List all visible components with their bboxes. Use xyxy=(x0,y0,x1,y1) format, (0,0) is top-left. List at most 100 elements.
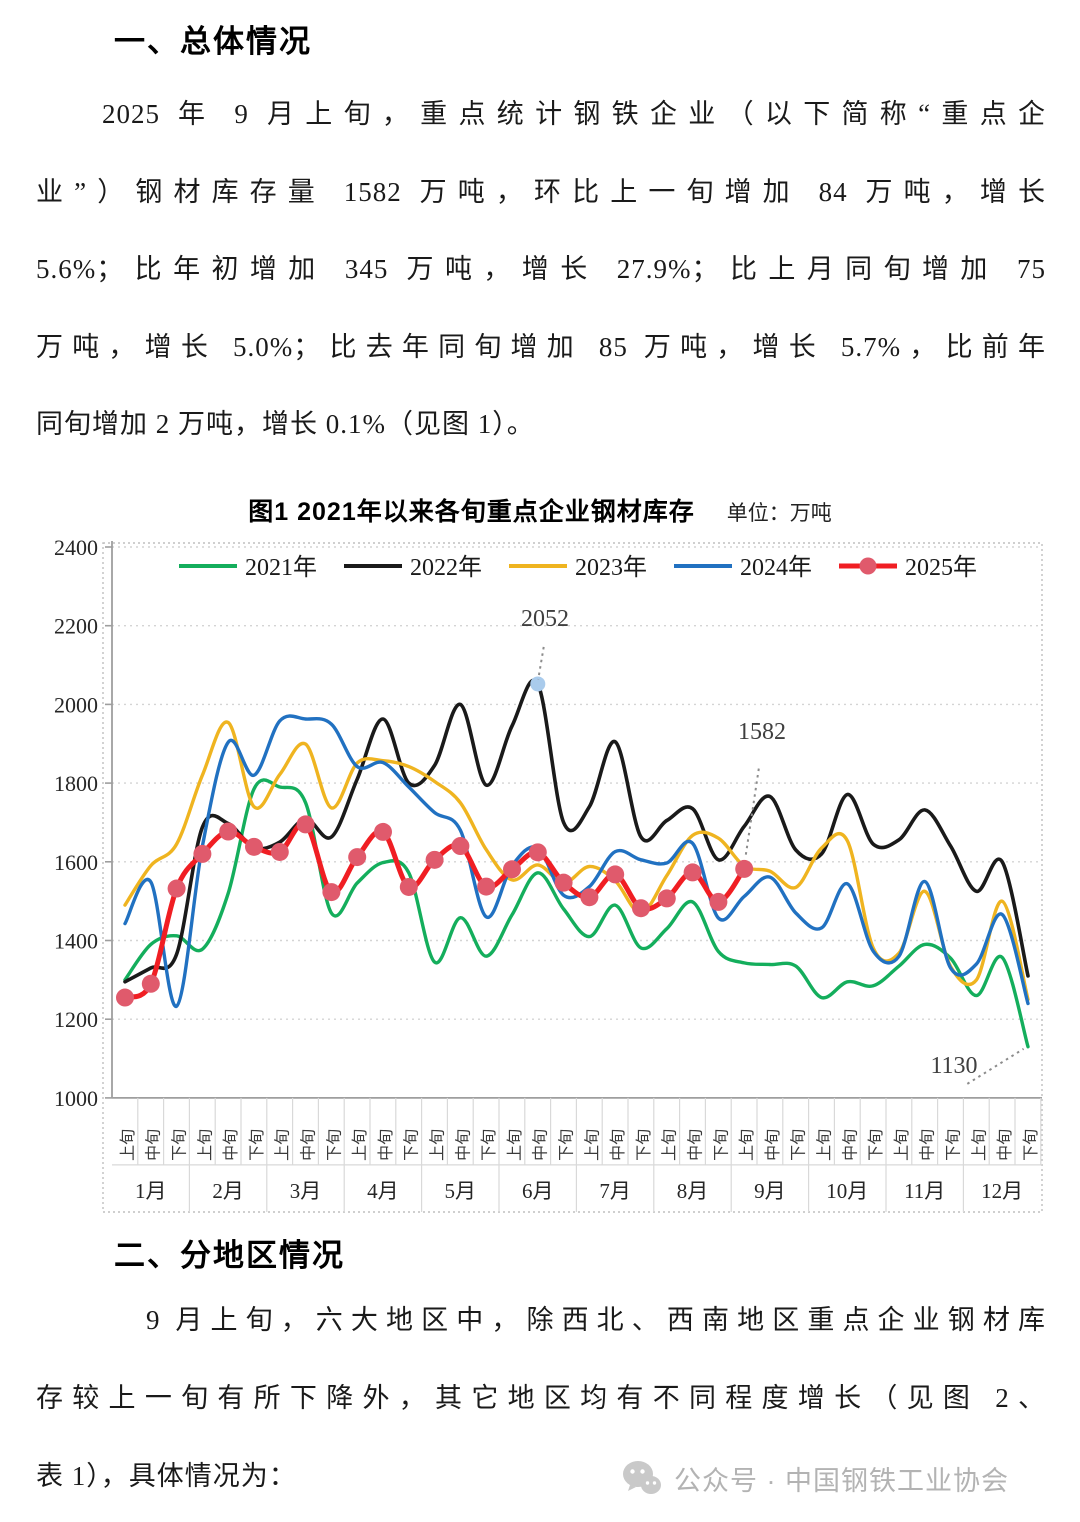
legend-marker-sample xyxy=(859,557,877,575)
y-axis-label: 2400 xyxy=(54,535,98,560)
x-axis-month-label: 8月 xyxy=(677,1179,709,1203)
legend-item-2024年: 2024年 xyxy=(674,554,812,581)
para1-line2: 业”）钢材库存量 1582 万吨，环比上一旬增加 84 万吨，增长 xyxy=(36,177,1046,207)
x-axis-period-label: 中旬 xyxy=(764,1129,782,1161)
para1-line1: 2025 年 9 月上旬，重点统计钢铁企业（以下简称“重点企 xyxy=(102,99,1046,129)
y-axis-label: 1200 xyxy=(54,1007,98,1032)
y-axis-label: 1000 xyxy=(54,1086,98,1111)
annotation-1130: 1130 xyxy=(930,1053,977,1079)
x-axis-month-label: 10月 xyxy=(826,1179,868,1203)
x-axis-period-label: 上旬 xyxy=(274,1129,292,1161)
x-axis-month-label: 12月 xyxy=(981,1179,1023,1203)
data-point-marker xyxy=(348,848,367,867)
para2-line3: 表 1），具体情况为： xyxy=(36,1461,297,1491)
x-axis-period-label: 下旬 xyxy=(325,1129,343,1161)
data-point-marker xyxy=(141,974,160,993)
data-point-marker xyxy=(503,860,521,879)
x-axis-month-label: 4月 xyxy=(367,1179,399,1203)
series-line-2021年 xyxy=(123,778,1030,1049)
annotation-2052: 2052 xyxy=(521,606,569,632)
y-axis-label: 2000 xyxy=(54,692,98,717)
data-point-marker xyxy=(399,877,418,896)
data-point-marker xyxy=(451,837,470,856)
data-point-marker xyxy=(554,873,573,892)
x-axis-period-label: 中旬 xyxy=(145,1129,163,1161)
x-axis-period-label: 下旬 xyxy=(1022,1129,1040,1161)
x-axis-period-label: 下旬 xyxy=(867,1129,885,1161)
watermark: 公众号 · 中国钢铁工业协会 xyxy=(620,1458,1009,1498)
x-axis-period-label: 下旬 xyxy=(635,1129,653,1161)
annotation-1582: 1582 xyxy=(738,719,786,745)
x-axis-period-label: 上旬 xyxy=(583,1129,601,1161)
x-axis-period-label: 上旬 xyxy=(661,1129,679,1161)
para1-line4: 万吨，增长 5.0%；比去年同旬增加 85 万吨，增长 5.7%，比前年 xyxy=(36,332,1046,362)
x-axis-period-label: 上旬 xyxy=(970,1129,988,1161)
x-axis-period-label: 中旬 xyxy=(919,1129,937,1161)
data-point-marker xyxy=(657,889,676,908)
series-line-2023年 xyxy=(123,720,1030,1002)
data-point-marker xyxy=(425,850,444,869)
x-axis-period-label: 中旬 xyxy=(300,1129,318,1161)
figure-border xyxy=(102,542,1043,1213)
legend-item-2022年: 2022年 xyxy=(344,554,482,581)
legend-label: 2023年 xyxy=(575,554,647,581)
x-axis-period-label: 中旬 xyxy=(687,1129,705,1161)
legend-label: 2024年 xyxy=(740,554,812,581)
data-point-marker xyxy=(683,863,702,882)
chart-title: 图1 2021年以来各旬重点企业钢材库存 xyxy=(248,498,695,526)
legend-label: 2021年 xyxy=(245,554,317,581)
data-point-marker xyxy=(193,844,212,863)
x-axis-period-label: 下旬 xyxy=(790,1129,808,1161)
series-line-2024年 xyxy=(123,714,1030,1008)
x-axis-period-label: 上旬 xyxy=(816,1129,834,1161)
data-point-marker xyxy=(245,837,263,856)
x-axis-period-label: 上旬 xyxy=(351,1129,369,1161)
x-axis-period-label: 下旬 xyxy=(945,1129,963,1161)
y-axis-label: 2200 xyxy=(54,614,98,639)
legend-item-2025年: 2025年 xyxy=(839,554,977,581)
x-axis-month-label: 1月 xyxy=(135,1179,167,1203)
x-axis-period-label: 上旬 xyxy=(196,1129,214,1161)
data-point-marker xyxy=(167,879,186,898)
section-heading-regional: 二、分地区情况 xyxy=(114,1238,345,1273)
x-axis-period-label: 上旬 xyxy=(738,1129,756,1161)
legend-label: 2025年 xyxy=(905,554,977,581)
data-point-marker xyxy=(477,877,496,896)
para1-line3: 5.6%；比年初增加 345 万吨，增长 27.9%；比上月同旬增加 75 xyxy=(36,254,1046,284)
x-axis-month-label: 2月 xyxy=(212,1179,244,1203)
legend-item-2021年: 2021年 xyxy=(179,554,317,581)
legend-item-2023年: 2023年 xyxy=(509,554,647,581)
para1-line5: 同旬增加 2 万吨，增长 0.1%（见图 1）。 xyxy=(36,409,535,439)
x-axis-period-label: 下旬 xyxy=(712,1129,730,1161)
x-axis-period-label: 中旬 xyxy=(222,1129,240,1161)
data-point-marker xyxy=(219,822,238,841)
data-point-marker xyxy=(632,899,650,918)
x-axis-period-label: 下旬 xyxy=(248,1129,266,1161)
x-axis-period-label: 上旬 xyxy=(506,1129,524,1161)
data-point-marker xyxy=(116,988,134,1007)
annotation-leader-line xyxy=(537,646,545,680)
x-axis-period-label: 下旬 xyxy=(171,1129,189,1161)
data-point-marker xyxy=(374,822,392,841)
x-axis-period-label: 中旬 xyxy=(609,1129,627,1161)
y-axis-label: 1600 xyxy=(54,850,98,875)
annotation-leader-line xyxy=(744,768,760,859)
x-axis-period-label: 中旬 xyxy=(532,1129,550,1161)
chart-unit-label: 单位：万吨 xyxy=(726,501,832,525)
para2-line2: 存较上一旬有所下降外，其它地区均有不同程度增长（见图 2、 xyxy=(36,1383,1046,1413)
data-point-marker xyxy=(296,815,315,834)
x-axis-month-label: 5月 xyxy=(445,1179,477,1203)
section-heading-overall: 一、总体情况 xyxy=(114,24,312,59)
data-point-marker xyxy=(606,865,625,884)
x-axis-period-label: 下旬 xyxy=(403,1129,421,1161)
x-axis-period-label: 上旬 xyxy=(893,1129,911,1161)
x-axis-period-label: 中旬 xyxy=(841,1129,859,1161)
data-point-marker xyxy=(709,892,728,911)
data-point-marker xyxy=(580,888,599,907)
series-line-2022年 xyxy=(123,678,1030,984)
series-line-2025年 xyxy=(122,821,747,1001)
legend-label: 2022年 xyxy=(410,554,482,581)
chart-title-row: 图1 2021年以来各旬重点企业钢材库存 单位：万吨 xyxy=(0,492,1080,528)
